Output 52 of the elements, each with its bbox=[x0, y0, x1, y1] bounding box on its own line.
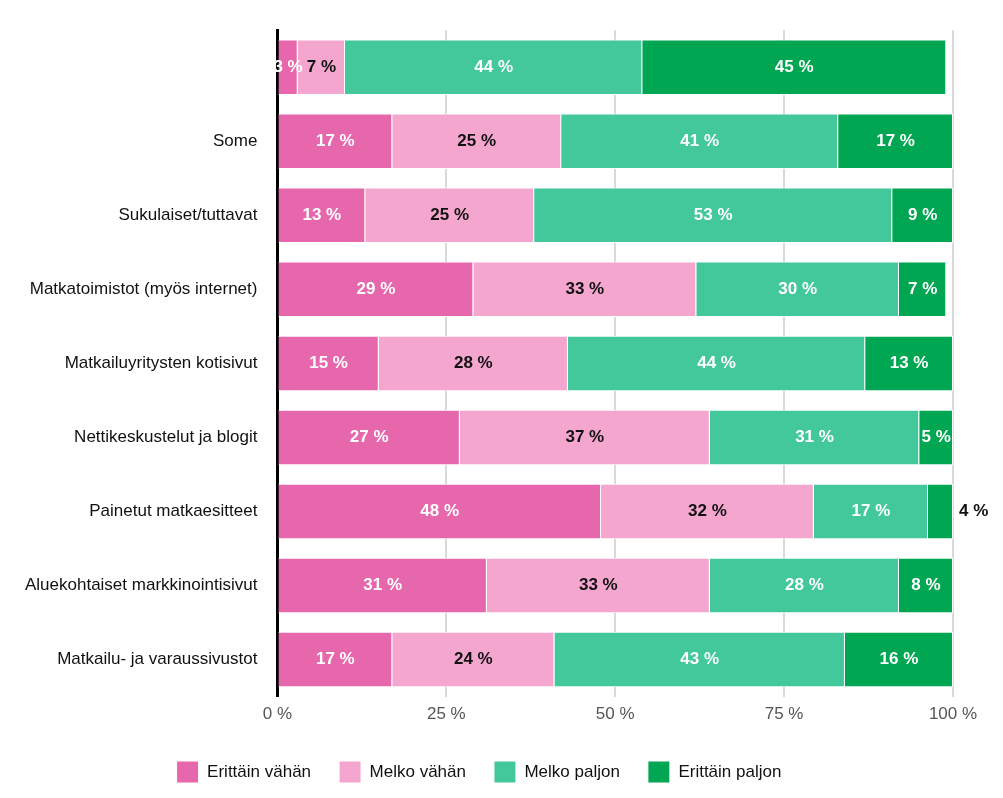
data-label: 44 % bbox=[697, 353, 736, 373]
data-label: 5 % bbox=[921, 427, 951, 447]
data-label: 33 % bbox=[565, 279, 605, 299]
y-tick-label: Aluekohtaiset markkinointisivut bbox=[24, 575, 258, 595]
data-label: 44 % bbox=[474, 56, 513, 76]
data-label: 33 % bbox=[578, 575, 618, 595]
data-label: 16 % bbox=[879, 649, 919, 669]
data-label: 17 % bbox=[876, 130, 915, 150]
data-label: 17 % bbox=[315, 130, 355, 150]
data-label: 28 % bbox=[453, 353, 493, 373]
data-label: 28 % bbox=[785, 575, 824, 595]
data-label: 7 % bbox=[907, 279, 938, 299]
data-label: 43 % bbox=[680, 649, 720, 669]
data-label: 41 % bbox=[680, 130, 720, 150]
data-label: 17 % bbox=[315, 649, 355, 669]
legend-label: Melko vähän bbox=[369, 761, 466, 781]
data-label: 25 % bbox=[430, 205, 470, 224]
y-tick-label: Matkailu- ja varaussivustot bbox=[57, 649, 258, 669]
x-tick-label: 0 % bbox=[262, 704, 293, 724]
data-label: 48 % bbox=[420, 501, 460, 521]
data-label: 37 % bbox=[565, 427, 605, 447]
data-label: 25 % bbox=[457, 130, 497, 150]
data-label: 15 % bbox=[309, 353, 348, 373]
y-tick-label: Matkatoimistot (myös internet) bbox=[29, 279, 258, 299]
data-label: 32 % bbox=[688, 501, 727, 521]
data-label: 45 % bbox=[774, 56, 814, 76]
legend-label: Melko paljon bbox=[524, 761, 620, 781]
data-label: 31 % bbox=[795, 427, 834, 447]
data-label: 24 % bbox=[453, 649, 493, 669]
data-label: 13 % bbox=[889, 353, 929, 373]
data-label: 30 % bbox=[778, 279, 817, 299]
x-tick-label: 100 % bbox=[928, 704, 978, 724]
data-label: 31 % bbox=[363, 575, 403, 595]
data-label: 8 % bbox=[911, 575, 941, 595]
y-tick-label: Sukulaiset/tuttavat bbox=[118, 205, 258, 224]
data-label: 53 % bbox=[693, 205, 733, 224]
data-label: 17 % bbox=[851, 501, 891, 521]
x-tick-label: 50 % bbox=[595, 704, 635, 724]
y-tick-label: Matkailuyritysten kotisivut bbox=[64, 353, 258, 373]
data-label: 27 % bbox=[349, 427, 389, 447]
legend-label: Erittäin paljon bbox=[678, 761, 782, 781]
legend-label: Erittäin vähän bbox=[207, 761, 312, 781]
data-label: 29 % bbox=[356, 279, 396, 299]
data-label: 7 % bbox=[306, 56, 336, 76]
data-label: 4 % bbox=[959, 501, 989, 521]
x-tick-label: 75 % bbox=[764, 704, 804, 724]
y-tick-label: Painetut matkaesitteet bbox=[89, 501, 258, 521]
y-tick-label: Nettikeskustelut ja blogit bbox=[74, 427, 258, 447]
data-label: 13 % bbox=[302, 205, 342, 224]
x-tick-label: 25 % bbox=[426, 704, 466, 724]
y-tick-label: Some bbox=[213, 130, 258, 150]
data-label: 9 % bbox=[907, 205, 938, 224]
